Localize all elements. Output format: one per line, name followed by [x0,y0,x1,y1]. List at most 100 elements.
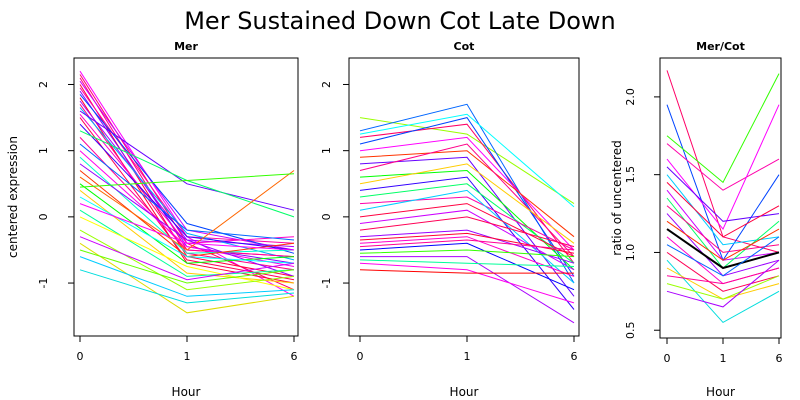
series-line-13 [666,228,780,270]
y-tick-label: -1 [37,278,50,289]
series-line-25 [79,173,295,188]
series-line-5 [359,136,575,251]
series-group [666,70,780,324]
series-line-12 [666,220,780,261]
x-tick-label: 0 [77,350,84,363]
series-line-19 [79,150,295,267]
y-tick-label: 2.0 [624,88,637,106]
series-line-17 [359,216,575,248]
series-line-21 [666,259,780,308]
plot-frame [659,57,782,339]
series-line-14 [79,117,295,281]
panel-title: Mer/Cot [696,40,745,53]
series-line-36 [79,269,295,304]
series-line-3 [79,80,295,251]
series-line-15 [79,123,295,251]
series-line-31 [79,229,295,291]
x-axis-label: Hour [450,385,479,399]
series-line-20 [666,275,780,300]
x-tick-label: 0 [664,352,671,365]
series-line-22 [359,242,575,291]
series-line-12 [79,110,295,211]
y-tick-label: 2 [320,81,333,88]
series-line-17 [666,259,780,324]
series-line-34 [79,249,295,284]
series-line-0 [359,117,575,205]
y-tick-label: 2 [37,81,50,88]
y-tick-label: 0 [37,213,50,220]
series-line-2 [666,73,780,184]
series-line-4 [666,104,780,231]
series-line-4 [359,117,575,277]
series-line-5 [79,87,295,244]
series-line-28 [79,203,295,251]
y-tick-label: 1.0 [624,244,637,262]
x-tick-label: 1 [464,350,471,363]
series-line-0 [666,70,780,253]
series-line-1 [79,74,295,291]
chart-panel-0: Mer 0 1 6 -1 0 1 2 Hour centered expression [6,40,299,399]
x-axis-label: Hour [706,385,735,399]
series-line-19 [666,267,780,285]
series-line-6 [666,174,780,246]
series-line-30 [79,216,295,291]
series-line-23 [359,249,575,258]
x-tick-label: 1 [184,350,191,363]
series-line-7 [79,94,295,254]
plot-frame [73,57,299,337]
chart-panel-2: Mer/Cot 0 1 6 0.5 1.0 1.5 2.0 Hour ratio of uncen… [610,40,783,399]
series-line-25 [359,259,575,267]
x-tick-label: 6 [291,350,298,363]
x-tick-label: 6 [571,350,578,363]
series-line-27 [359,269,574,274]
chart-panel-1: Cot 0 1 6 -1 0 1 2 Hour [320,40,580,399]
series-line-3 [359,123,575,264]
series-line-24 [79,183,295,264]
series-line-5 [666,166,780,222]
x-tick-label: 0 [357,350,364,363]
series-line-13 [359,196,575,251]
series-line-9 [79,100,295,248]
series-line-20 [359,236,575,277]
series-line-3 [666,143,780,191]
series-line-18 [359,229,575,264]
figure-title: Mer Sustained Down Cot Late Down [184,7,616,35]
series-line-29 [79,209,295,277]
series-line-32 [79,236,295,281]
series-line-26 [359,262,575,304]
series-line-10 [666,205,780,253]
series-line-6 [359,150,575,238]
series-line-16 [666,251,780,292]
y-tick-label: 0.5 [624,321,637,339]
panels: Mer 0 1 6 -1 0 1 2 Hour centered expression Cot 0 1 6… [6,40,783,399]
series-line-16 [359,209,575,271]
panel-title: Mer [174,40,198,53]
series-line-21 [359,239,575,251]
series-line-7 [666,182,780,238]
series-line-10 [359,163,575,244]
y-tick-label: 1.5 [624,166,637,184]
series-line-26 [79,190,295,284]
series-line-21 [79,163,295,277]
x-axis-label: Hour [172,385,201,399]
series-line-23 [79,170,295,251]
series-line-15 [666,236,780,277]
series-line-35 [79,256,295,297]
series-line-24 [360,256,575,324]
series-line-16 [79,130,295,218]
y-axis-label: ratio of uncentered [610,140,624,255]
y-tick-label: -1 [320,278,333,289]
y-tick-label: 0 [320,213,333,220]
series-line-8 [359,143,575,257]
x-tick-label: 6 [776,352,783,365]
panel-title: Cot [454,40,475,53]
x-tick-label: 1 [720,352,727,365]
series-line-18 [79,143,295,241]
series-group [359,103,575,324]
y-axis-label: centered expression [6,136,20,258]
y-tick-label: 1 [37,147,50,154]
y-tick-label: 1 [320,147,333,154]
series-group [79,70,295,314]
series-line-15 [359,203,575,258]
